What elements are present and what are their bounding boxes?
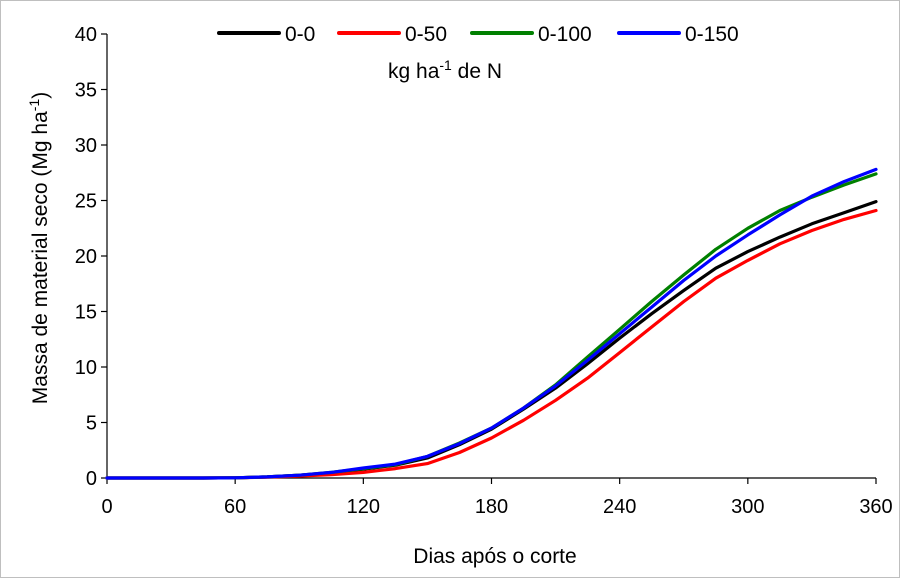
series-lines — [105, 167, 878, 480]
x-tick-label: 60 — [224, 496, 246, 518]
series-line-0-150 — [105, 167, 878, 480]
y-tick-label: 35 — [75, 80, 97, 102]
x-tick-label: 300 — [731, 496, 764, 518]
series-line-0-100 — [105, 172, 878, 480]
y-tick-label: 0 — [86, 468, 97, 490]
legend-label-0-0: 0-0 — [285, 23, 315, 46]
legend-label-0-50: 0-50 — [405, 23, 447, 46]
y-tick-label: 25 — [75, 191, 97, 213]
x-tick-label: 360 — [859, 496, 892, 518]
y-axis-title-sup: -1 — [26, 99, 42, 112]
y-tick-label: 10 — [75, 357, 97, 379]
legend-unit-pre: kg ha — [388, 60, 440, 83]
y-axis-title-close: ) — [29, 92, 52, 99]
x-axis-ticks: 0 60 120 180 240 300 360 — [101, 478, 893, 518]
x-tick-label: 180 — [475, 496, 508, 518]
legend-unit-post: de N — [452, 60, 502, 83]
x-tick-label: 0 — [101, 496, 112, 518]
legend-label-0-100: 0-100 — [538, 23, 592, 46]
y-axis-ticks: 0 5 10 15 20 25 30 35 40 — [75, 24, 107, 490]
y-tick-label: 30 — [75, 135, 97, 157]
legend-label-0-150: 0-150 — [685, 23, 739, 46]
y-tick-label: 15 — [75, 302, 97, 324]
legend: 0-0 0-50 0-100 0-150 — [217, 23, 739, 46]
y-tick-label: 40 — [75, 24, 97, 46]
x-tick-label: 240 — [603, 496, 636, 518]
series-line-0-50 — [105, 208, 878, 480]
y-tick-label: 20 — [75, 246, 97, 268]
x-axis-title: Dias após o corte — [413, 545, 576, 568]
y-tick-label: 5 — [86, 413, 97, 435]
x-tick-label: 120 — [347, 496, 380, 518]
y-axis-title: Massa de material seco (Mg ha-1) — [26, 92, 52, 404]
legend-unit-note: kg ha-1 de N — [388, 57, 502, 83]
y-axis-title-main: Massa de material seco (Mg ha — [29, 111, 52, 404]
legend-unit-sup: -1 — [439, 57, 452, 73]
